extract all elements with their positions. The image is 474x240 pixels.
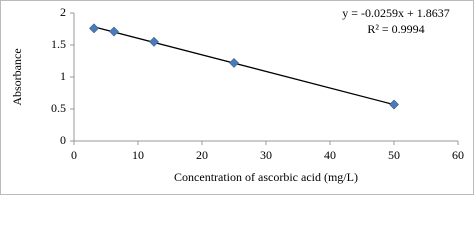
point: [149, 36, 159, 47]
y-tick-label: 2: [60, 5, 66, 19]
x-tick-label: 20: [196, 148, 208, 162]
trendline: [93, 26, 395, 106]
point: [229, 57, 239, 68]
y-tick-label: 0.5: [51, 101, 66, 115]
x-axis-label: Concentration of ascorbic acid (mg/L): [174, 170, 358, 184]
equation: y = -0.0259x + 1.8637: [342, 6, 450, 20]
x-tick-label: 60: [452, 148, 464, 162]
r-squared: R² = 0.9994: [367, 22, 424, 36]
x-tick-label: 0: [71, 148, 77, 162]
y-axis-label: Absorbance: [10, 48, 24, 105]
y-tick-label: 1: [60, 69, 66, 83]
point: [109, 26, 119, 37]
point: [89, 23, 99, 34]
x-tick-label: 40: [324, 148, 336, 162]
x-tick-label: 50: [388, 148, 400, 162]
point: [389, 99, 399, 110]
page: y = -0.0259x + 1.8637 R² = 0.9994 Concen…: [0, 0, 474, 195]
chart-border: [0, 0, 474, 195]
y-tick-label: 1.5: [51, 37, 66, 51]
chart: y = -0.0259x + 1.8637 R² = 0.9994 Concen…: [0, 0, 474, 195]
x-tick-label: 10: [132, 148, 144, 162]
y-tick-label: 0: [60, 133, 66, 147]
x-tick-label: 30: [260, 148, 272, 162]
